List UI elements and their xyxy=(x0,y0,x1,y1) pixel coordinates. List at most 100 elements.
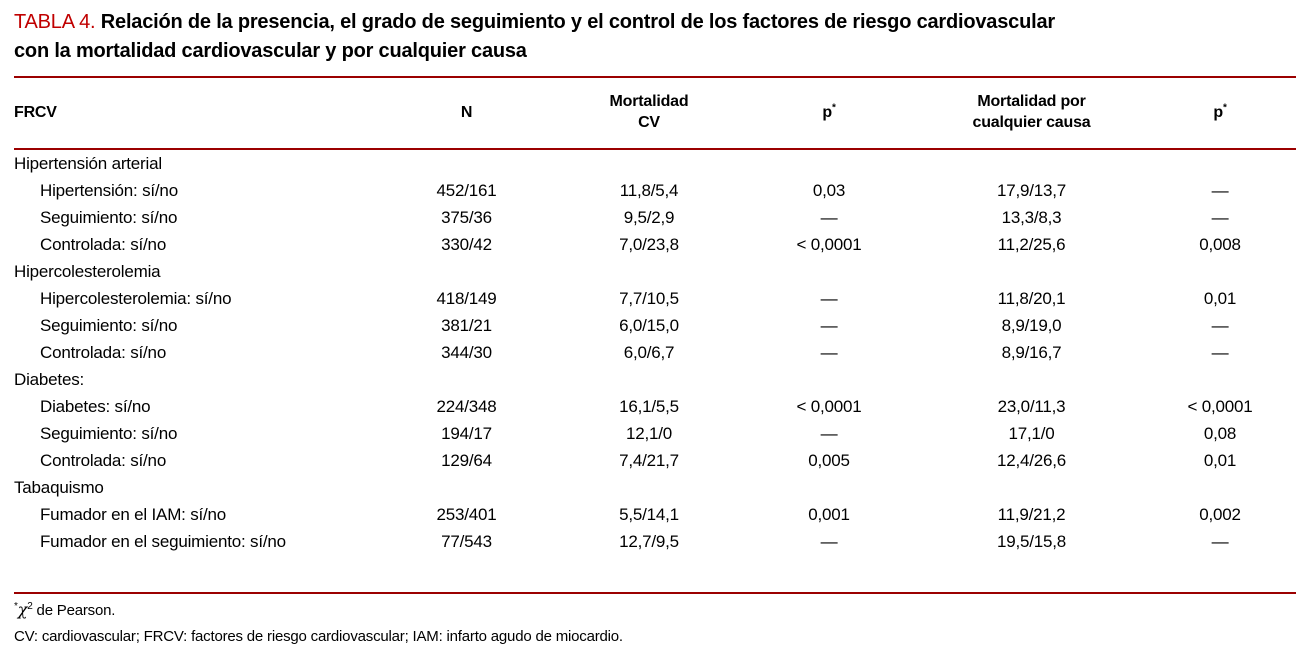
cell-mortalidad-cv: 7,4/21,7 xyxy=(619,451,679,470)
group-row: Hipertensión arterial xyxy=(14,149,1296,177)
cell-n: 224/348 xyxy=(436,397,497,416)
cell-p1: — xyxy=(820,343,838,362)
cell-p2: — xyxy=(1211,208,1229,227)
cell-p1: < 0,0001 xyxy=(796,397,862,416)
col-header-mortalidad-causa-line2: cualquier causa xyxy=(972,114,1091,131)
table-row: Hipertensión: sí/no 452/161 11,8/5,4 0,03 17… xyxy=(14,177,1296,204)
group-label: Tabaquismo xyxy=(14,478,104,497)
footnote-abbreviations: CV: cardiovascular; FRCV: factores de ri… xyxy=(14,628,623,645)
table-row: Seguimiento: sí/no 375/36 9,5/2,9 — 13,3/8,3… xyxy=(14,204,1296,231)
col-header-mortalidad-cv-line1: Mortalidad xyxy=(609,93,689,110)
cell-mortalidad-cv: 12,7/9,5 xyxy=(619,532,679,551)
cell-mortalidad-causa: 17,1/0 xyxy=(1008,424,1055,443)
cell-mortalidad-causa: 23,0/11,3 xyxy=(997,397,1066,416)
table-row: Hipercolesterolemia: sí/no 418/149 7,7/10,… xyxy=(14,285,1296,312)
col-header-frcv: FRCV xyxy=(14,78,374,150)
cell-p2: 0,01 xyxy=(1203,289,1237,308)
cell-mortalidad-causa: 11,9/21,2 xyxy=(997,505,1066,524)
cell-mortalidad-causa: 13,3/8,3 xyxy=(1001,208,1062,227)
cell-p1: — xyxy=(820,424,838,443)
row-label: Seguimiento: sí/no xyxy=(40,424,178,443)
cell-p2: — xyxy=(1211,343,1229,362)
row-label: Fumador en el seguimiento: sí/no xyxy=(40,532,286,551)
cell-mortalidad-causa: 8,9/19,0 xyxy=(1001,316,1062,335)
row-label: Fumador en el IAM: sí/no xyxy=(40,505,227,524)
cell-n: 375/36 xyxy=(441,208,492,227)
p-asterisk: * xyxy=(1222,102,1227,114)
p-label: p xyxy=(822,103,832,121)
row-label: Hipertensión: sí/no xyxy=(40,181,178,200)
table-title: TABLA 4. Relación de la presencia, el gr… xyxy=(14,8,1296,66)
cell-p2: — xyxy=(1211,532,1229,551)
cell-p2: — xyxy=(1211,316,1229,335)
cell-p2: 0,008 xyxy=(1199,235,1241,254)
cell-mortalidad-causa: 12,4/26,6 xyxy=(996,451,1067,470)
table-row: Controlada: sí/no 330/42 7,0/23,8 < 0,0001 1… xyxy=(14,231,1296,258)
group-label: Hipercolesterolemia xyxy=(14,262,161,281)
col-header-mortalidad-cv: Mortalidad CV xyxy=(559,78,739,150)
table-caption-line1: Relación de la presencia, el grado de se… xyxy=(100,11,1055,33)
cell-mortalidad-cv: 11,8/5,4 xyxy=(619,181,679,200)
cell-n: 330/42 xyxy=(441,235,492,254)
cell-p1: — xyxy=(820,208,838,227)
footnote-asterisk: * xyxy=(14,601,18,612)
cell-mortalidad-causa: 17,9/13,7 xyxy=(996,181,1067,200)
table-body: Hipertensión arterial Hipertensión: sí/no… xyxy=(14,149,1296,555)
cell-mortalidad-cv: 7,0/23,8 xyxy=(619,235,679,254)
cell-mortalidad-causa: 11,2/25,6 xyxy=(997,235,1066,254)
chi-symbol: χ xyxy=(17,600,28,619)
row-label: Hipercolesterolemia: sí/no xyxy=(40,289,232,308)
row-label: Seguimiento: sí/no xyxy=(40,208,178,227)
table-number: TABLA 4. xyxy=(14,11,96,33)
cell-mortalidad-cv: 12,1/0 xyxy=(625,424,673,443)
col-header-p1: p* xyxy=(739,78,919,150)
header-row: FRCV N Mortalidad CV p* Mortalidad por cua… xyxy=(14,78,1296,150)
cell-p2: 0,002 xyxy=(1199,505,1241,524)
footnotes: *χ2 de Pearson. CV: cardiovascular; FRCV… xyxy=(14,597,1296,650)
cell-p2: — xyxy=(1211,181,1229,200)
p-label: p xyxy=(1213,103,1223,121)
group-row: Hipercolesterolemia xyxy=(14,258,1296,285)
group-label: Diabetes: xyxy=(14,370,85,389)
cell-mortalidad-causa: 8,9/16,7 xyxy=(1001,343,1062,362)
cell-p2: < 0,0001 xyxy=(1187,397,1253,416)
cell-mortalidad-cv: 5,5/14,1 xyxy=(619,505,679,524)
cell-p1: < 0,0001 xyxy=(796,235,862,254)
cell-n: 194/17 xyxy=(441,424,492,443)
cell-n: 452/161 xyxy=(436,181,497,200)
table-row: Seguimiento: sí/no 381/21 6,0/15,0 — 8,9/19,… xyxy=(14,312,1296,339)
table-row: Controlada: sí/no 344/30 6,0/6,7 — 8,9/16,7 — xyxy=(14,339,1296,366)
col-header-p2: p* xyxy=(1144,78,1296,150)
cell-p1: 0,03 xyxy=(812,181,846,200)
col-header-n: N xyxy=(374,78,559,150)
cell-n: 381/21 xyxy=(441,316,492,335)
cell-mortalidad-causa: 11,8/20,1 xyxy=(997,289,1066,308)
group-row: Tabaquismo xyxy=(14,474,1296,501)
group-label: Hipertensión arterial xyxy=(14,154,162,173)
cell-mortalidad-cv: 7,7/10,5 xyxy=(619,289,679,308)
group-row: Diabetes: xyxy=(14,366,1296,393)
cell-n: 418/149 xyxy=(436,289,497,308)
row-label: Diabetes: sí/no xyxy=(40,397,151,416)
footnote-pearson-text: de Pearson. xyxy=(32,602,116,619)
cell-p2: 0,01 xyxy=(1203,451,1237,470)
row-label: Controlada: sí/no xyxy=(40,235,167,254)
col-header-mortalidad-causa: Mortalidad por cualquier causa xyxy=(919,78,1144,150)
table-row: Fumador en el IAM: sí/no 253/401 5,5/14,1 0… xyxy=(14,501,1296,528)
table-row: Fumador en el seguimiento: sí/no 77/543 12… xyxy=(14,528,1296,555)
cell-mortalidad-cv: 9,5/2,9 xyxy=(623,208,675,227)
col-header-mortalidad-cv-line2: CV xyxy=(638,114,660,131)
cell-p1: 0,005 xyxy=(808,451,850,470)
table-row: Seguimiento: sí/no 194/17 12,1/0 — 17,1/0 0,0… xyxy=(14,420,1296,447)
cell-p1: — xyxy=(820,316,838,335)
cell-p1: — xyxy=(820,532,838,551)
col-header-mortalidad-causa-line1: Mortalidad por xyxy=(977,93,1086,110)
cell-mortalidad-cv: 6,0/15,0 xyxy=(619,316,679,335)
cell-mortalidad-cv: 6,0/6,7 xyxy=(623,343,675,362)
cell-p1: — xyxy=(820,289,838,308)
row-label: Controlada: sí/no xyxy=(40,451,167,470)
cell-n: 344/30 xyxy=(441,343,492,362)
row-label: Seguimiento: sí/no xyxy=(40,316,178,335)
table-caption-line2: con la mortalidad cardiovascular y por c… xyxy=(14,40,527,62)
